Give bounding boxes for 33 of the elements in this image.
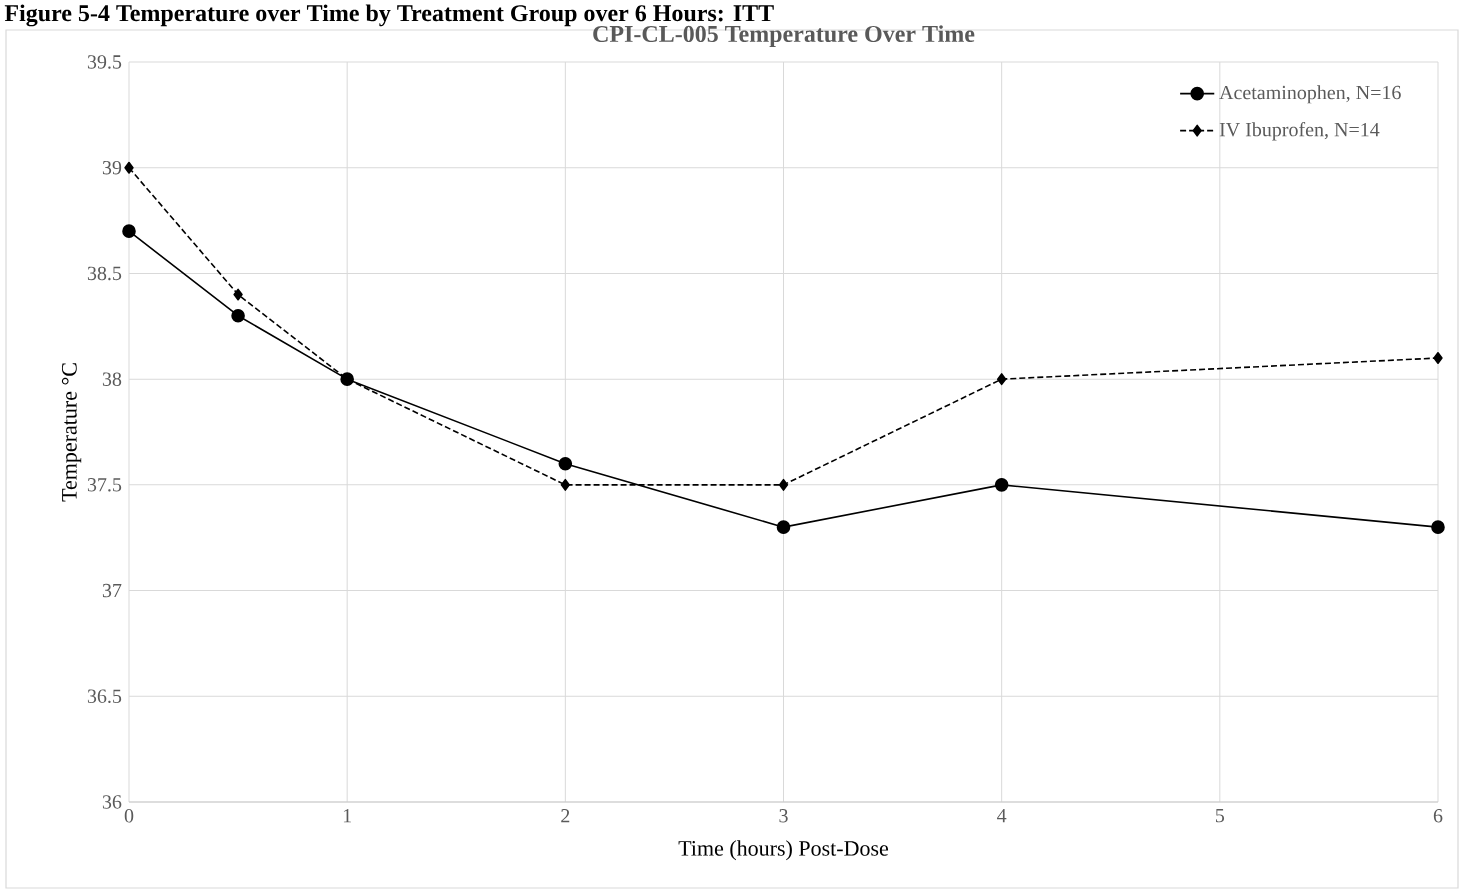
point: [560, 478, 571, 491]
point: [558, 456, 573, 471]
x-tick-label: 5: [1215, 809, 1225, 823]
y-tick-label: 36.5: [87, 689, 122, 704]
y-tick-label: 39: [102, 161, 122, 175]
legend-label: Acetaminophen, N=16: [1219, 85, 1401, 104]
y-axis-title: Temperature °C: [61, 363, 82, 502]
point: [124, 161, 134, 174]
x-tick-label: 2: [561, 809, 570, 823]
y-tick-label: 39.5: [87, 55, 122, 69]
x-tick-label: 3: [779, 809, 788, 823]
x-tick-label: 1: [343, 809, 351, 823]
y-tick-label: 38.5: [87, 266, 122, 281]
point: [233, 288, 243, 301]
legend-label: IV Ibuprofen, N=14: [1219, 122, 1380, 141]
y-tick-label: 37: [102, 583, 122, 598]
point: [778, 478, 789, 491]
y-tick-label: 37.5: [87, 478, 122, 492]
point: [776, 520, 791, 534]
x-tick-label: 0: [124, 809, 134, 823]
point: [122, 224, 136, 238]
y-tick-label: 38: [102, 372, 122, 386]
x-tick-label: 6: [1433, 809, 1443, 823]
point: [994, 478, 1009, 492]
x-tick-label: 4: [997, 809, 1007, 823]
point: [1433, 352, 1443, 365]
point: [996, 373, 1007, 386]
point: [1431, 520, 1445, 534]
chart-title: CPI-CL-005 Temperature Over Time: [593, 25, 975, 47]
y-tick-label: 36: [102, 795, 122, 809]
point: [231, 308, 245, 323]
caption: Figure 5-4 Temperature over Time by Treatment Group over 6 Hours: ITT: [4, 4, 774, 27]
x-axis-title: Time (hours) Post-Dose: [678, 840, 889, 861]
